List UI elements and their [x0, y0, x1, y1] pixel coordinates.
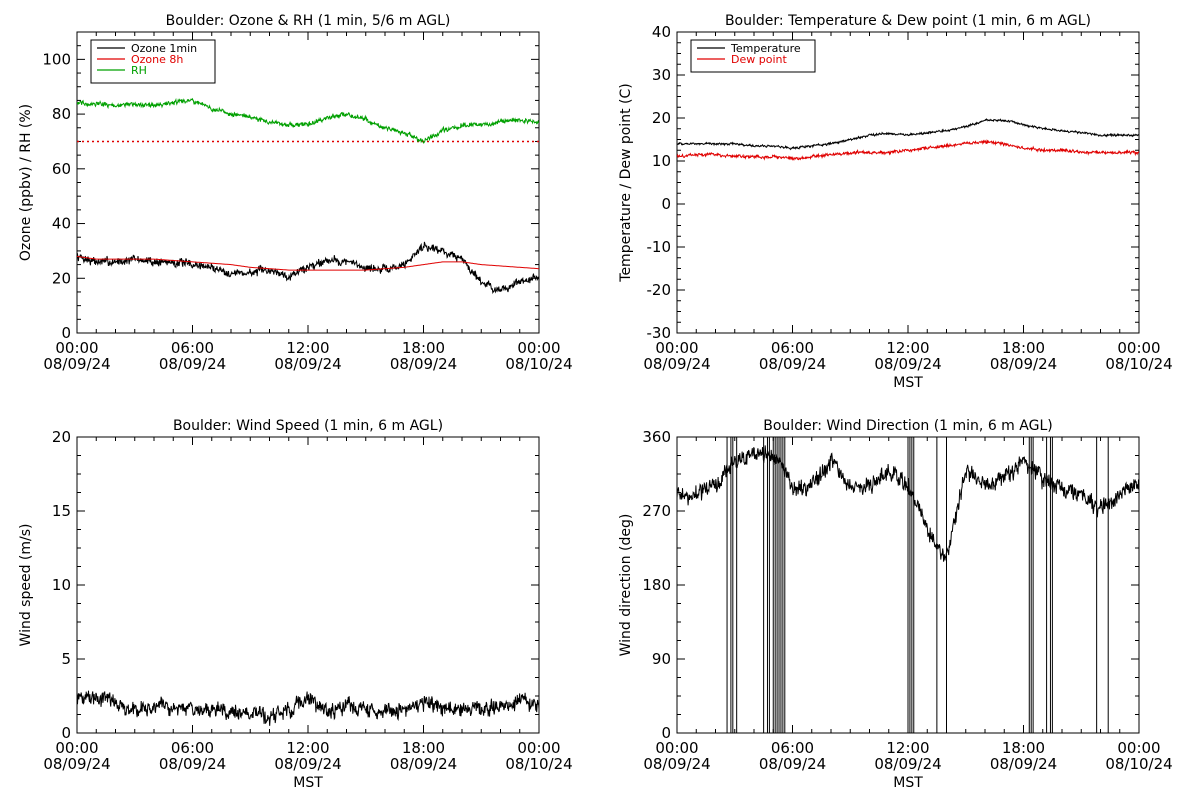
x-tick-date: 08/09/24	[159, 755, 226, 773]
y-tick-label: 30	[652, 66, 671, 84]
y-tick-label: 360	[642, 428, 671, 446]
x-tick-date: 08/09/24	[990, 755, 1057, 773]
y-tick-label: 0	[661, 724, 671, 742]
legend-box	[90, 39, 216, 84]
plot-frame	[76, 436, 540, 734]
y-axis-label: Temperature / Dew point (C)	[618, 83, 634, 282]
x-tick-date: 08/10/24	[1105, 755, 1172, 773]
chart-panel-4: Boulder: Wind Direction (1 min, 6 m AGL)…	[618, 418, 1173, 791]
x-tick-date: 08/09/24	[390, 355, 457, 373]
x-tick-date: 08/09/24	[874, 755, 941, 773]
series-line-ozone-8h	[77, 255, 539, 271]
legend-label: RH	[131, 64, 147, 77]
y-tick-label: 90	[652, 650, 671, 668]
y-tick-label: 20	[52, 269, 71, 287]
legend-label: Ozone 8h	[131, 53, 183, 66]
x-tick-time: 12:00	[886, 739, 929, 757]
y-axis-label: Wind speed (m/s)	[18, 524, 34, 647]
y-tick-label: 0	[61, 724, 71, 742]
series-line-rh	[77, 97, 539, 144]
x-tick-time: 06:00	[771, 339, 814, 357]
x-tick-date: 08/09/24	[759, 755, 826, 773]
x-tick-date: 08/09/24	[874, 355, 941, 373]
y-axis-label: Ozone (ppbv) / RH (%)	[18, 104, 34, 261]
x-tick-date: 08/09/24	[159, 355, 226, 373]
x-tick-date: 08/09/24	[43, 755, 110, 773]
x-tick-date: 08/10/24	[505, 755, 572, 773]
x-tick-date: 08/10/24	[505, 355, 572, 373]
series-group	[77, 690, 539, 726]
y-tick-label: 10	[52, 576, 71, 594]
series-line-dew-point	[677, 138, 1139, 161]
x-tick-date: 08/09/24	[390, 755, 457, 773]
y-tick-label: 0	[661, 195, 671, 213]
series-group	[677, 118, 1139, 161]
y-tick-label: -20	[647, 281, 672, 299]
y-tick-label: -10	[647, 238, 672, 256]
x-tick-time: 18:00	[402, 739, 445, 757]
x-tick-time: 00:00	[655, 739, 698, 757]
chart-title: Boulder: Ozone & RH (1 min, 5/6 m AGL)	[166, 13, 451, 29]
legend-label: Temperature	[730, 42, 801, 55]
x-tick-time: 00:00	[1117, 339, 1160, 357]
chart-title: Boulder: Wind Speed (1 min, 6 m AGL)	[173, 418, 443, 434]
plot-frame	[676, 31, 1140, 334]
x-tick-date: 08/09/24	[759, 355, 826, 373]
y-tick-label: 40	[652, 23, 671, 41]
y-tick-label: 100	[42, 50, 71, 68]
x-axis-label: MST	[893, 375, 923, 391]
x-tick-time: 06:00	[171, 739, 214, 757]
y-tick-label: 60	[52, 160, 71, 178]
legend-label: Dew point	[731, 53, 787, 66]
x-axis-label: MST	[893, 775, 923, 791]
series-line-temperature	[677, 118, 1139, 151]
x-tick-date: 08/09/24	[274, 755, 341, 773]
y-tick-label: 20	[652, 109, 671, 127]
x-tick-date: 08/09/24	[990, 355, 1057, 373]
y-axis-label: Wind direction (deg)	[618, 514, 634, 657]
x-tick-time: 00:00	[655, 339, 698, 357]
x-tick-time: 06:00	[771, 739, 814, 757]
legend-box	[690, 39, 816, 73]
chart-panel-2: Boulder: Temperature & Dew point (1 min,…	[618, 13, 1173, 391]
x-tick-time: 00:00	[517, 739, 560, 757]
y-tick-label: -30	[647, 324, 672, 342]
series-group	[677, 437, 1139, 733]
x-tick-time: 00:00	[517, 339, 560, 357]
x-tick-time: 12:00	[286, 339, 329, 357]
series-line-ozone-1min	[77, 241, 539, 295]
y-tick-label: 0	[61, 324, 71, 342]
chart-title: Boulder: Temperature & Dew point (1 min,…	[725, 13, 1091, 29]
x-tick-date: 08/09/24	[274, 355, 341, 373]
legend-label: Ozone 1min	[131, 42, 197, 55]
x-tick-date: 08/09/24	[643, 355, 710, 373]
y-tick-label: 10	[652, 152, 671, 170]
x-tick-time: 00:00	[1117, 739, 1160, 757]
chart-title: Boulder: Wind Direction (1 min, 6 m AGL)	[763, 418, 1052, 434]
series-group	[77, 97, 539, 295]
chart-panel-3: Boulder: Wind Speed (1 min, 6 m AGL) Wind…	[18, 418, 573, 791]
x-tick-time: 12:00	[286, 739, 329, 757]
x-tick-time: 18:00	[402, 339, 445, 357]
x-tick-time: 00:00	[55, 739, 98, 757]
x-tick-time: 12:00	[886, 339, 929, 357]
x-tick-time: 18:00	[1002, 339, 1045, 357]
y-tick-label: 180	[642, 576, 671, 594]
y-tick-label: 40	[52, 215, 71, 233]
y-tick-label: 270	[642, 502, 671, 520]
y-tick-label: 5	[61, 650, 71, 668]
y-tick-label: 20	[52, 428, 71, 446]
series-line-1	[77, 690, 539, 726]
x-tick-date: 08/09/24	[643, 755, 710, 773]
y-tick-label: 15	[52, 502, 71, 520]
x-tick-time: 00:00	[55, 339, 98, 357]
y-tick-label: 80	[52, 105, 71, 123]
x-tick-date: 08/10/24	[1105, 355, 1172, 373]
x-axis-label: MST	[293, 775, 323, 791]
x-tick-date: 08/09/24	[43, 355, 110, 373]
x-tick-time: 18:00	[1002, 739, 1045, 757]
x-tick-time: 06:00	[171, 339, 214, 357]
chart-panel-1: Boulder: Ozone & RH (1 min, 5/6 m AGL) Oz…	[18, 13, 573, 373]
